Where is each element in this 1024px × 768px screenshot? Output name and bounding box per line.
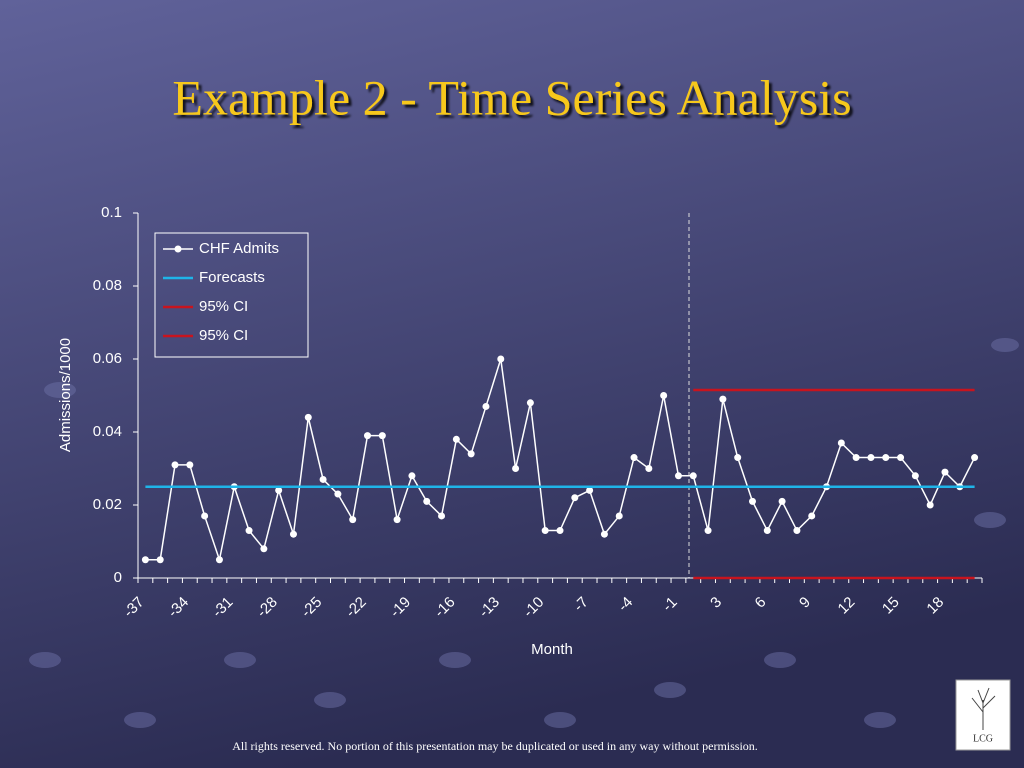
legend-marker xyxy=(174,245,182,253)
data-point xyxy=(378,432,386,440)
data-point xyxy=(467,450,475,458)
data-point xyxy=(837,439,845,447)
data-point xyxy=(674,472,682,480)
data-point xyxy=(408,472,416,480)
data-point xyxy=(926,501,934,509)
data-point xyxy=(186,461,194,469)
y-tick-label: 0 xyxy=(114,569,122,586)
data-point xyxy=(645,465,653,472)
logo-tree xyxy=(971,687,996,730)
data-point xyxy=(689,472,697,480)
data-point xyxy=(911,472,919,480)
data-point xyxy=(808,512,816,520)
data-point xyxy=(526,399,534,407)
slide-title: Example 2 - Time Series Analysis xyxy=(172,69,851,125)
data-point xyxy=(615,512,623,520)
data-point xyxy=(556,527,564,535)
y-axis-label: Admissions/1000 xyxy=(57,338,74,452)
data-point xyxy=(512,465,520,472)
data-point xyxy=(364,432,372,440)
data-point xyxy=(289,530,297,538)
data-point xyxy=(852,454,860,462)
data-point xyxy=(275,486,283,494)
data-point xyxy=(734,454,742,462)
legend-label: 95% CI xyxy=(199,327,248,344)
data-point xyxy=(141,556,149,564)
y-tick-label: 0.1 xyxy=(101,204,122,221)
data-point xyxy=(971,454,979,462)
data-point xyxy=(156,556,164,564)
y-tick-label: 0.06 xyxy=(93,350,122,367)
data-point xyxy=(304,413,312,421)
data-point xyxy=(201,512,209,520)
data-point xyxy=(778,497,786,505)
data-point xyxy=(748,497,756,505)
data-point xyxy=(704,527,712,535)
data-point xyxy=(349,516,357,524)
data-point xyxy=(497,355,505,363)
data-point xyxy=(897,454,905,462)
data-point xyxy=(763,527,771,535)
data-point xyxy=(171,461,179,469)
footer: All rights reserved. No portion of this … xyxy=(232,739,758,753)
data-point xyxy=(393,516,401,524)
data-point xyxy=(452,435,460,443)
y-tick-label: 0.08 xyxy=(93,277,122,294)
y-tick-label: 0.02 xyxy=(93,496,122,513)
data-point xyxy=(260,545,268,553)
decor-dots xyxy=(29,338,1019,728)
data-point xyxy=(793,527,801,535)
legend-label: CHF Admits xyxy=(199,240,279,257)
legend-label: 95% CI xyxy=(199,298,248,315)
logo-text: LCG xyxy=(973,733,993,744)
data-point xyxy=(438,512,446,520)
data-point xyxy=(215,556,223,564)
legend-box xyxy=(154,232,309,358)
data-point xyxy=(541,527,549,535)
data-point xyxy=(586,486,594,494)
data-point xyxy=(660,392,668,399)
data-point xyxy=(882,454,890,462)
data-point xyxy=(423,497,431,505)
data-point xyxy=(245,527,253,535)
data-point xyxy=(482,402,490,410)
data-point xyxy=(571,494,579,502)
data-point xyxy=(630,454,638,462)
x-axis-label: Month xyxy=(531,641,573,658)
data-point xyxy=(319,475,327,483)
legend-label: Forecasts xyxy=(199,269,265,286)
data-point xyxy=(867,454,875,462)
data-point xyxy=(600,530,608,538)
data-point xyxy=(334,490,342,498)
data-point xyxy=(941,468,949,476)
y-tick-label: 0.04 xyxy=(93,423,122,440)
data-point xyxy=(719,395,727,403)
